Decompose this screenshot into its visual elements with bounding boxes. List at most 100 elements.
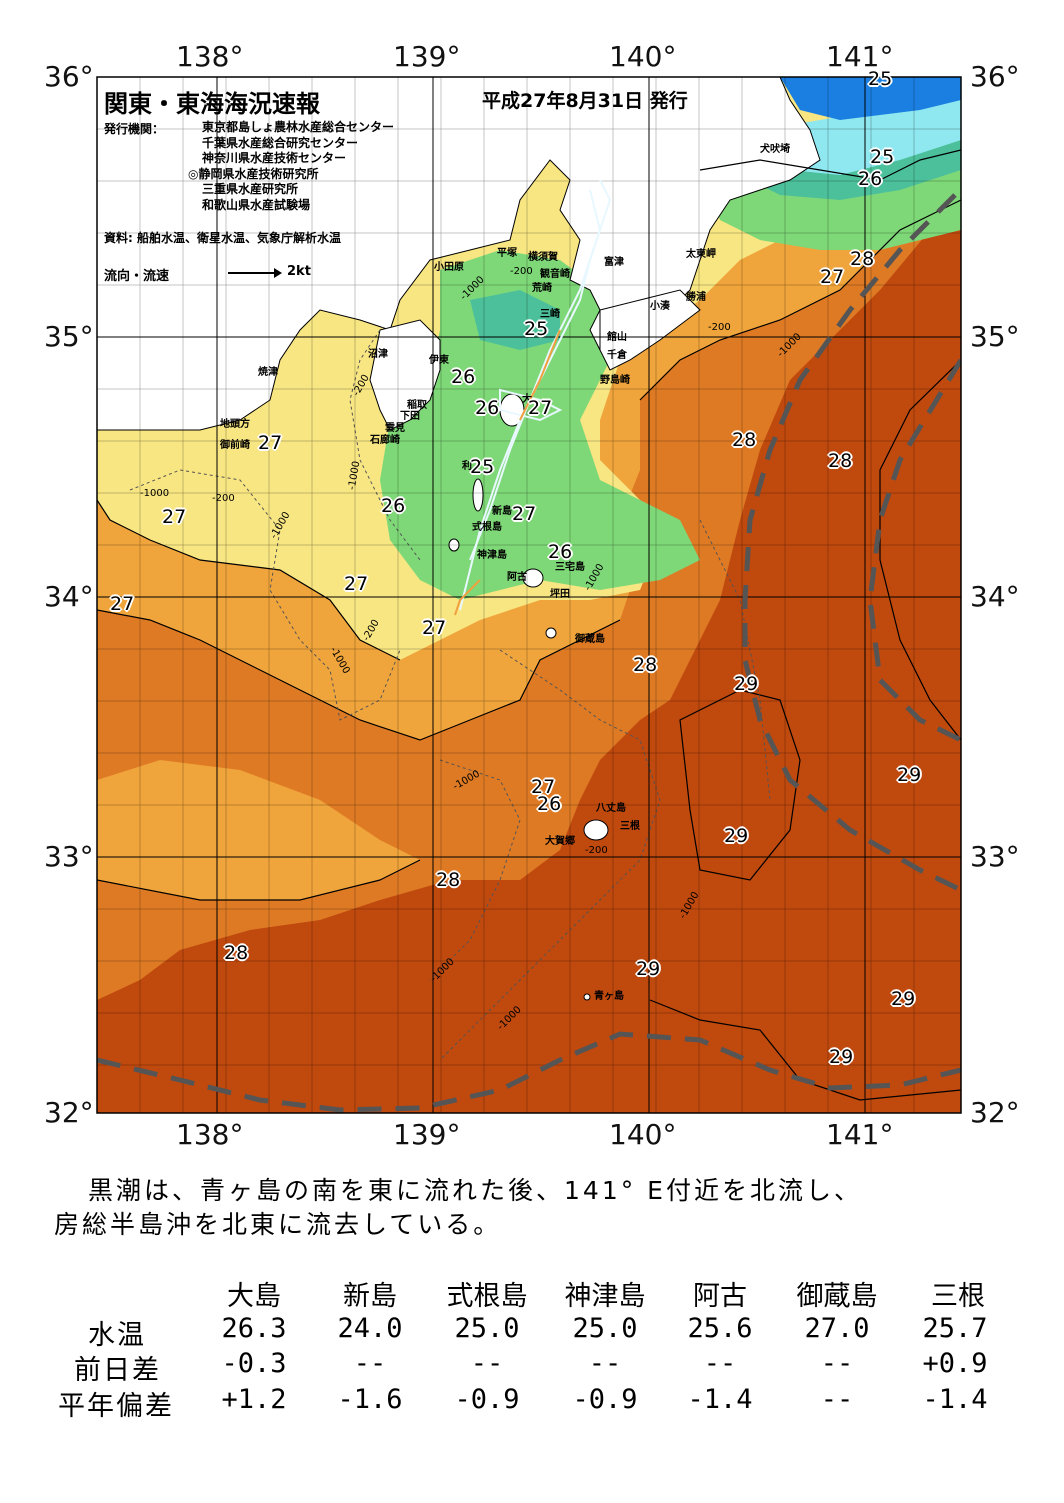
issuer-item: 神奈川県水産技術センター bbox=[202, 151, 347, 166]
temp-band-22 bbox=[780, 77, 961, 120]
place-label: 坪田 bbox=[550, 589, 570, 600]
place-label: 横須賀 bbox=[528, 252, 558, 263]
current-vectors-warm bbox=[454, 329, 561, 616]
table-cell: -- bbox=[353, 1348, 387, 1379]
lat-label-left-33: 33° bbox=[44, 840, 94, 873]
place-label: 大 bbox=[522, 394, 532, 405]
isotherm-label: 25 bbox=[870, 146, 895, 168]
map-frame bbox=[96, 76, 962, 1114]
lat-label-left-35: 35° bbox=[44, 320, 94, 353]
isotherm-label: 29 bbox=[724, 825, 749, 847]
land-izu bbox=[369, 319, 441, 431]
land-boso bbox=[599, 289, 701, 371]
lon-label-bottom-139: 139° bbox=[393, 1118, 461, 1151]
place-label: 御蔵島 bbox=[575, 634, 605, 645]
place-label: 式根島 bbox=[472, 522, 502, 533]
issuer-item: 三重県水産研究所 bbox=[202, 182, 299, 197]
isotherm-label: 28 bbox=[828, 450, 853, 472]
isotherm-label: 28 bbox=[633, 654, 658, 676]
summary-line-1: 黒潮は、青ヶ島の南を東に流れた後、141° E付近を北流し、 bbox=[88, 1176, 862, 1205]
issuer-list: 東京都島しょ農林水産総合センター 千葉県水産総合研究センター 神奈川県水産技術セ… bbox=[188, 120, 395, 214]
depth-label: -200 bbox=[510, 266, 533, 277]
table-cell: 25.0 bbox=[454, 1313, 520, 1344]
isotherm-label: 27 bbox=[820, 266, 845, 288]
place-label: 荒崎 bbox=[532, 283, 552, 294]
depth-label: -1000 bbox=[140, 488, 170, 499]
temp-band-29-east bbox=[880, 360, 961, 740]
island-aogashima bbox=[583, 993, 591, 1001]
place-label: 稲取 bbox=[407, 400, 427, 411]
place-label: 勝浦 bbox=[686, 292, 706, 303]
isotherm-label: 28 bbox=[732, 429, 757, 451]
station-header: 神津島 bbox=[564, 1281, 646, 1312]
place-label: 富津 bbox=[604, 257, 624, 268]
isotherm-label: 28 bbox=[850, 248, 875, 270]
island-mikurajima bbox=[545, 627, 557, 639]
place-label: 伊東 bbox=[429, 355, 449, 366]
isotherm-label: 26 bbox=[537, 793, 562, 815]
place-label: 三崎 bbox=[540, 309, 560, 320]
row-label-anomaly: 平年偏差 bbox=[58, 1391, 174, 1422]
depth-label: -200 bbox=[585, 845, 608, 856]
table-cell: -- bbox=[820, 1348, 854, 1379]
place-label: 沼津 bbox=[368, 349, 388, 360]
lat-label-right-36: 36° bbox=[970, 60, 1020, 93]
isotherm-label: 26 bbox=[475, 397, 500, 419]
isotherm-label: 29 bbox=[829, 1046, 854, 1068]
isotherm-label: 26 bbox=[381, 495, 406, 517]
grid bbox=[97, 77, 961, 1113]
place-label: 御前崎 bbox=[220, 440, 250, 451]
isotherm-lines bbox=[97, 149, 961, 1101]
table-cell: -- bbox=[470, 1348, 504, 1379]
depth-contours bbox=[129, 329, 771, 1061]
isotherm-label: 25 bbox=[868, 68, 893, 90]
issuer-item: 東京都島しょ農林水産総合センター bbox=[202, 120, 395, 134]
legend-unit: 2kt bbox=[287, 264, 311, 279]
isotherm-label: 28 bbox=[224, 942, 249, 964]
table-cell: -1.4 bbox=[922, 1384, 988, 1415]
place-label: 太東岬 bbox=[686, 249, 716, 260]
lat-label-left-34: 34° bbox=[44, 580, 94, 613]
isotherm-label: 26 bbox=[858, 168, 883, 190]
temp-band-27-south bbox=[97, 760, 420, 900]
isotherm-label: 26 bbox=[548, 541, 573, 563]
table-cell: -0.9 bbox=[572, 1384, 638, 1415]
table-cell: -0.3 bbox=[221, 1348, 287, 1379]
isotherm-label: 27 bbox=[344, 573, 369, 595]
lon-label-bottom-141: 141° bbox=[826, 1118, 894, 1151]
issue-date: 平成27年8月31日 発行 bbox=[482, 90, 688, 112]
isotherm-label: 25 bbox=[470, 456, 495, 478]
island-kozushima bbox=[448, 538, 460, 552]
table-cell: -- bbox=[820, 1384, 854, 1415]
place-label: 雲見 bbox=[385, 423, 405, 434]
isotherm-label: 27 bbox=[531, 776, 556, 798]
issuer-label: 発行機関： bbox=[104, 122, 165, 136]
row-label-water-temp: 水温 bbox=[88, 1320, 146, 1351]
issuer-item: 和歌山県水産試験場 bbox=[202, 197, 311, 212]
place-label: 野島崎 bbox=[600, 375, 630, 386]
row-label-daily-diff: 前日差 bbox=[74, 1355, 161, 1386]
lat-label-right-34: 34° bbox=[970, 580, 1020, 613]
place-label: 石廊崎 bbox=[370, 435, 400, 446]
isotherm-label: 27 bbox=[162, 506, 187, 528]
place-label: 八丈島 bbox=[596, 803, 626, 814]
report-title: 関東・東海海況速報 bbox=[104, 90, 320, 118]
isotherm-label: 28 bbox=[436, 869, 461, 891]
place-label: 下田 bbox=[400, 411, 420, 422]
station-header: 三根 bbox=[931, 1281, 985, 1312]
lat-label-right-32: 32° bbox=[970, 1096, 1020, 1129]
place-label: 平塚 bbox=[497, 248, 517, 259]
table-cell: 27.0 bbox=[804, 1313, 870, 1344]
isotherm-label: 27 bbox=[422, 617, 447, 639]
station-header: 新島 bbox=[343, 1281, 397, 1312]
data-source: 資料: 船舶水温、衛星水温、気象庁解析水温 bbox=[104, 231, 341, 245]
place-label: 小湊 bbox=[650, 301, 670, 312]
isotherm-label: 29 bbox=[891, 988, 916, 1010]
major-grid bbox=[97, 77, 961, 1113]
place-label: 地頭方 bbox=[220, 419, 250, 430]
land-honshu bbox=[97, 77, 821, 431]
lon-label-bottom-138: 138° bbox=[176, 1118, 244, 1151]
issuer-item: 千葉県水産総合研究センター bbox=[202, 135, 359, 150]
isotherm-label: 29 bbox=[734, 673, 759, 695]
table-cell: -1.4 bbox=[687, 1384, 753, 1415]
